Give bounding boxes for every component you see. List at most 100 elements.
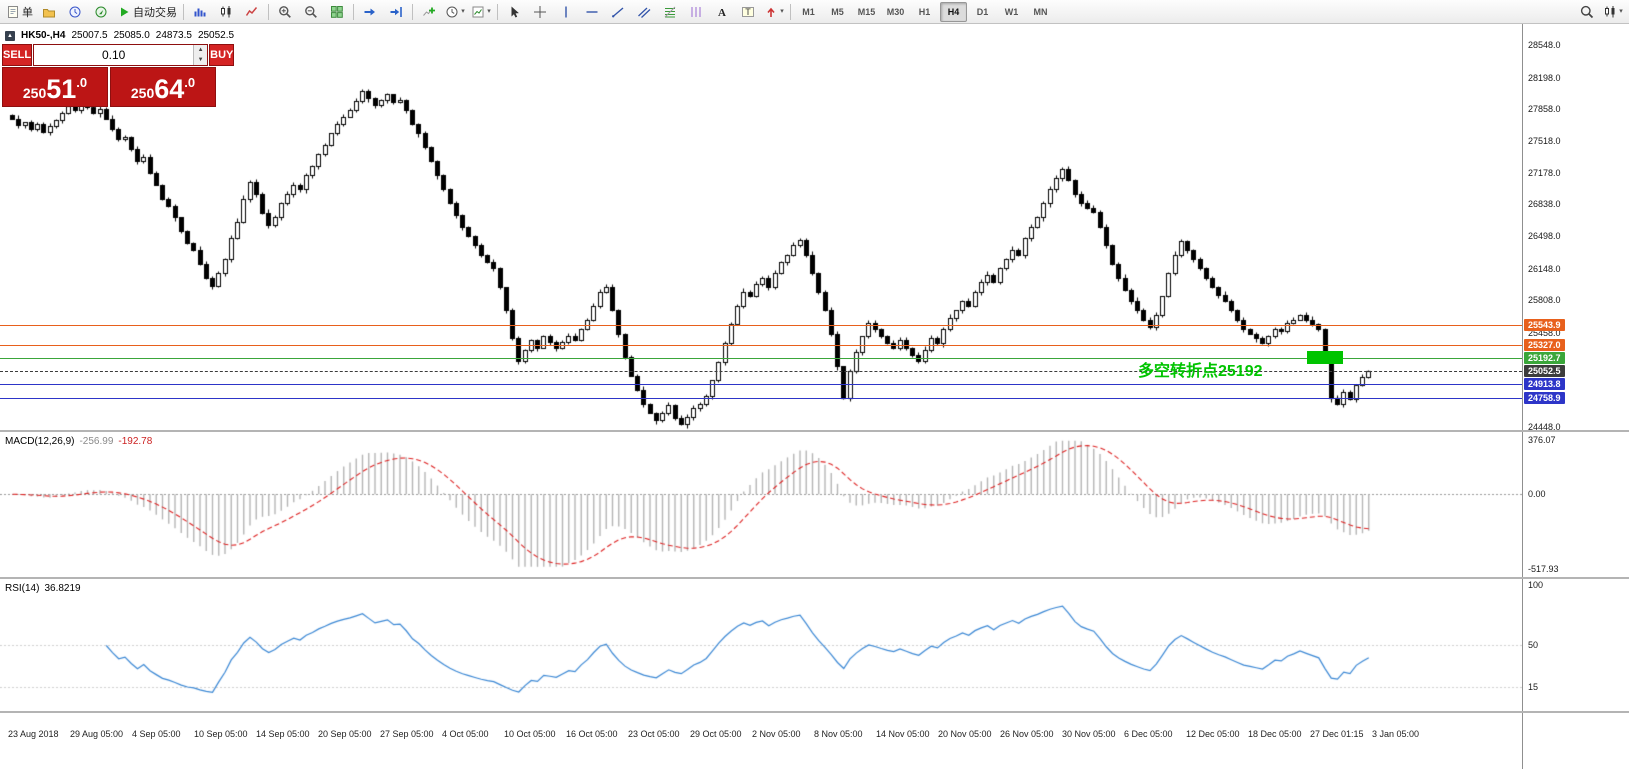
equidistant-channel-button[interactable] [631, 1, 657, 23]
search-icon [1580, 5, 1594, 19]
price-axis-label: 28198.0 [1528, 72, 1561, 83]
order-icon [6, 5, 20, 19]
tile-windows-button[interactable] [324, 1, 350, 23]
price-axis-label: 27178.0 [1528, 167, 1561, 178]
arrows-icon [764, 5, 778, 19]
fibonacci-retracement-button[interactable] [657, 1, 683, 23]
price-axis-column[interactable]: 28548.0 28198.0 27858.0 27518.0 27178.0 26838… [1522, 24, 1629, 769]
volume-up-button[interactable]: ▲ [194, 45, 208, 55]
cursor-button[interactable] [501, 1, 527, 23]
sell-price-button[interactable]: 250 51 .0 [2, 67, 108, 107]
bar-chart-button[interactable] [187, 1, 213, 23]
timeframe-m30-button[interactable]: M30 [886, 6, 905, 17]
candlestick-chart-button[interactable] [213, 1, 239, 23]
autotrading-button[interactable]: 自动交易 [114, 1, 180, 23]
arrow-objects-button[interactable]: ▾ [761, 1, 787, 23]
price-level-line[interactable] [0, 358, 1522, 359]
trendline-button[interactable] [605, 1, 631, 23]
price-level-line[interactable] [0, 325, 1522, 326]
vertical-line-button[interactable] [553, 1, 579, 23]
cycles-icon [689, 5, 703, 19]
timeframe-w1-button[interactable]: W1 [1004, 6, 1019, 17]
bars-icon [193, 5, 207, 19]
timeframe-m1-button[interactable]: M1 [802, 6, 815, 17]
time-axis-label: 29 Aug 05:00 [70, 729, 124, 739]
volume-input[interactable] [34, 45, 194, 65]
price-chart-pane[interactable]: ▲ HK50-,H4 25007.5 25085.0 24873.5 25052… [0, 24, 1522, 430]
clock-icon [445, 5, 459, 19]
price-level-line[interactable] [0, 384, 1522, 385]
buy-price-button[interactable]: 250 64 .0 [110, 67, 216, 107]
time-axis-label: 14 Sep 05:00 [256, 729, 310, 739]
auto-scroll-icon [363, 5, 377, 19]
line-chart-button[interactable] [239, 1, 265, 23]
time-axis-label: 8 Nov 05:00 [814, 729, 863, 739]
price-axis-label: 26838.0 [1528, 199, 1561, 210]
indicators-list-button[interactable] [416, 1, 442, 23]
ohlc-high: 25085.0 [113, 30, 150, 41]
rsi-canvas[interactable] [0, 579, 1522, 711]
timeframe-m5-button[interactable]: M5 [831, 6, 844, 17]
auto-scroll-button[interactable] [357, 1, 383, 23]
volume-spinner: ▲ ▼ [193, 45, 208, 65]
zoom-in-icon [278, 5, 292, 19]
rsi-axis-label: 100 [1528, 580, 1544, 590]
sell-button[interactable]: SELL [2, 44, 33, 66]
time-axis[interactable]: 23 Aug 2018 29 Aug 05:00 4 Sep 05:00 10 Sep… [0, 713, 1522, 769]
new-order-button[interactable]: 单 [3, 1, 36, 23]
profiles-button[interactable] [36, 1, 62, 23]
periods-button[interactable]: ▾ [442, 1, 468, 23]
zoom-out-button[interactable] [298, 1, 324, 23]
macd-axis-label: 0.00 [1528, 489, 1546, 500]
channel-icon [637, 5, 651, 19]
text-label-button[interactable]: T [735, 1, 761, 23]
candlestick-canvas[interactable] [0, 24, 1522, 430]
navigator-button[interactable] [88, 1, 114, 23]
timeframe-d1-button[interactable]: D1 [976, 6, 989, 17]
market-watch-icon [68, 5, 82, 19]
trendline-icon [611, 5, 625, 19]
macd-canvas[interactable] [0, 432, 1522, 577]
rsi-pane[interactable]: RSI(14) 36.8219 [0, 579, 1522, 711]
price-level-line[interactable] [0, 398, 1522, 399]
svg-text:T: T [745, 7, 751, 17]
timeframe-h4-button[interactable]: H4 [940, 1, 967, 22]
pane-separator-rsi[interactable] [0, 577, 1629, 579]
pivot-annotation-box[interactable] [1307, 350, 1343, 364]
macd-pane[interactable]: MACD(12,26,9) -256.99 -192.78 [0, 432, 1522, 577]
svg-text:A: A [718, 7, 726, 19]
text-button[interactable]: A [709, 1, 735, 23]
price-level-line[interactable] [0, 345, 1522, 346]
pane-separator-macd[interactable] [0, 430, 1629, 432]
fibonacci-icon [663, 5, 677, 19]
time-axis-label: 4 Oct 05:00 [442, 729, 489, 739]
time-axis-label: 27 Dec 01:15 [1310, 729, 1364, 739]
templates-button[interactable]: ▾ [468, 1, 494, 23]
timeframe-h1-button[interactable]: H1 [918, 6, 931, 17]
chart-shift-button[interactable] [383, 1, 409, 23]
toolbar-separator [412, 3, 413, 20]
cycle-lines-button[interactable] [683, 1, 709, 23]
price-axis-label: 26498.0 [1528, 231, 1561, 242]
price-level-badge: 25543.9 [1524, 318, 1565, 331]
timeframe-m15-button[interactable]: M15 [857, 6, 876, 17]
price-level-line[interactable] [0, 371, 1522, 372]
price-axis-label: 27518.0 [1528, 136, 1561, 147]
timeframe-mn-button[interactable]: MN [1033, 6, 1048, 17]
autotrading-label: 自动交易 [133, 6, 177, 19]
crosshair-button[interactable] [527, 1, 553, 23]
buy-price-big-digits: 64 [154, 74, 185, 105]
price-axis-label: 28548.0 [1528, 40, 1561, 51]
market-watch-button[interactable] [62, 1, 88, 23]
horizontal-line-button[interactable] [579, 1, 605, 23]
profiles-icon [42, 5, 56, 19]
zoom-in-button[interactable] [272, 1, 298, 23]
buy-button[interactable]: BUY [209, 44, 235, 66]
chart-window-button[interactable]: ▾ [1600, 1, 1626, 23]
search-button[interactable] [1574, 1, 1600, 23]
volume-down-button[interactable]: ▼ [194, 55, 208, 65]
play-icon [117, 5, 131, 19]
pivot-annotation-text[interactable]: 多空转折点25192 [1138, 362, 1263, 380]
pane-separator-time[interactable] [0, 711, 1629, 713]
